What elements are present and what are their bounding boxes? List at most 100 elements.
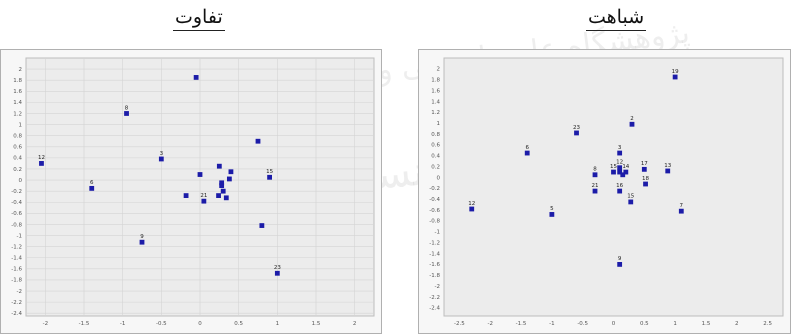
chart-1-x-tick-label: -0.5 <box>577 321 588 327</box>
chart-1-x-tick-label: -1 <box>549 321 554 327</box>
chart-0-y-tick-label: -1 <box>17 233 22 239</box>
chart-1-point-label: 3 <box>618 145 622 151</box>
chart-1-point-label: 7 <box>680 203 684 209</box>
chart-0-point-label: 15 <box>266 169 273 175</box>
chart-0-y-tick-label: -1.8 <box>11 278 22 284</box>
chart-1-point <box>678 208 684 214</box>
chart-0-x-tick-label: -2 <box>43 321 48 327</box>
chart-1-y-tick-label: 2 <box>437 67 441 73</box>
chart-1-x-tick-label: 0.5 <box>640 321 649 327</box>
chart-0-y-tick-label: -2 <box>17 289 22 295</box>
chart-1-y-tick-label: 0.4 <box>431 154 440 160</box>
chart-1-point <box>617 188 623 194</box>
chart-0-point <box>193 75 199 80</box>
chart-0-point-label: 21 <box>200 193 207 199</box>
chart-0-point-label: 23 <box>274 265 281 271</box>
chart-1-point-label: 23 <box>573 125 580 131</box>
chart-0-point <box>219 183 225 189</box>
chart-1-point-label: 15 <box>610 164 617 170</box>
chart-1-point <box>617 150 623 156</box>
chart-1-point <box>629 121 635 127</box>
chart-0-y-tick-label: 1.6 <box>13 89 22 95</box>
chart-1-point-label: 12 <box>616 160 623 166</box>
chart-0-x-tick-label: 0.5 <box>234 321 243 327</box>
left-title-underline <box>173 29 225 31</box>
chart-1-point <box>574 130 579 136</box>
chart-0-point <box>158 156 164 162</box>
chart-1-point <box>469 206 475 212</box>
chart-1-x-tick-label: 1.5 <box>702 321 711 327</box>
chart-1-point-label: 5 <box>550 206 554 212</box>
chart-0-x-tick-label: 0 <box>198 321 202 327</box>
chart-1-point <box>623 169 629 175</box>
chart-0-y-tick-label: -2.4 <box>11 311 22 317</box>
chart-0-y-tick-label: 1.8 <box>13 78 22 84</box>
chart-1-y-tick-label: 1.2 <box>431 110 440 116</box>
chart-1-point-label: 14 <box>622 164 629 170</box>
chart-1-x-tick-label: -2.5 <box>454 321 465 327</box>
chart-0-point <box>201 198 207 204</box>
right-chart-title: شباهت <box>586 6 647 31</box>
chart-0-x-tick-label: 1.5 <box>312 321 321 327</box>
chart-1-y-tick-label: -0.6 <box>429 208 440 214</box>
chart-0-y-tick-label: 1.2 <box>13 111 22 117</box>
chart-0-y-tick-label: 1 <box>19 122 23 128</box>
chart-1-point-label: 9 <box>618 256 622 262</box>
chart-0-point <box>197 172 203 177</box>
chart-0-point-label: 3 <box>160 151 164 157</box>
chart-1-point-label: 18 <box>642 176 649 182</box>
chart-0-x-tick-label: 1 <box>276 321 280 327</box>
chart-0-y-tick-label: -0.6 <box>11 211 22 217</box>
chart-1-plot-area <box>443 57 784 317</box>
chart-1-y-tick-label: -0.2 <box>429 186 440 192</box>
chart-1-point <box>549 212 555 217</box>
chart-0-y-tick-label: -1.4 <box>11 256 22 262</box>
chart-1-y-tick-label: -2 <box>435 284 440 290</box>
chart-1-point <box>643 181 648 187</box>
chart-0-y-tick-label: 1.4 <box>13 100 22 106</box>
chart-0-point-label: 9 <box>140 234 144 240</box>
chart-1-y-tick-label: -0.4 <box>429 197 440 203</box>
chart-1-y-tick-label: -1 <box>435 230 440 236</box>
chart-0-point <box>274 270 280 276</box>
chart-0-point <box>39 161 44 166</box>
chart-0-y-tick-label: -0.2 <box>11 189 22 195</box>
chart-0-x-tick-label: -1.5 <box>79 321 90 327</box>
chart-0-point <box>226 176 232 182</box>
chart-0-x-tick-label: -1 <box>120 321 125 327</box>
chart-0-point <box>124 111 129 116</box>
chart-0-y-tick-label: 0.4 <box>13 156 22 162</box>
chart-0-point <box>216 193 221 198</box>
chart-1-point <box>592 172 598 178</box>
chart-1-point <box>672 74 678 80</box>
difference-scatter-chart: 2 1.8 1.6 1.4 1.2 1 0.8 0.6 0.4 0.2 0 -0.2 -0.4 -0.6 -… <box>0 49 382 334</box>
chart-1-point-label: 19 <box>672 69 679 75</box>
chart-1-y-tick-label: -2.2 <box>429 295 440 301</box>
chart-0-point-label: 6 <box>90 180 94 186</box>
chart-1-y-tick-label: 1.8 <box>431 78 440 84</box>
chart-1-point-label: 12 <box>468 201 475 207</box>
chart-0-point <box>223 195 229 201</box>
chart-1-y-tick-label: 0.8 <box>431 132 440 138</box>
chart-1-x-tick-label: 2 <box>735 321 739 327</box>
chart-0-y-tick-label: -0.8 <box>11 222 22 228</box>
chart-1-point <box>628 199 634 205</box>
chart-0-y-tick-label: -1.2 <box>11 244 22 250</box>
chart-0-point <box>228 169 234 175</box>
similarity-scatter-chart: 2 1.8 1.6 1.4 1.2 1 0.8 0.6 0.4 0.2 0 -0.2 -0.4 -0.6 -… <box>418 49 791 334</box>
chart-1-y-tick-label: 1.4 <box>431 99 440 105</box>
chart-1-y-tick-label: -1.6 <box>429 262 440 268</box>
chart-0-point <box>255 138 261 144</box>
chart-0-point <box>89 185 95 191</box>
chart-0-point <box>183 193 189 198</box>
chart-1-x-tick-label: -1.5 <box>516 321 527 327</box>
chart-0-x-tick-label: 2 <box>353 321 357 327</box>
chart-1-point-label: 15 <box>627 194 634 200</box>
chart-1-y-tick-label: 0 <box>437 175 441 181</box>
chart-1-y-tick-label: 1.6 <box>431 88 440 94</box>
chart-1-point <box>592 188 598 194</box>
chart-0-point <box>220 188 226 194</box>
chart-1-y-tick-label: 0.2 <box>431 164 440 170</box>
chart-1-y-tick-label: -1.8 <box>429 273 440 279</box>
chart-0-point <box>139 239 145 245</box>
